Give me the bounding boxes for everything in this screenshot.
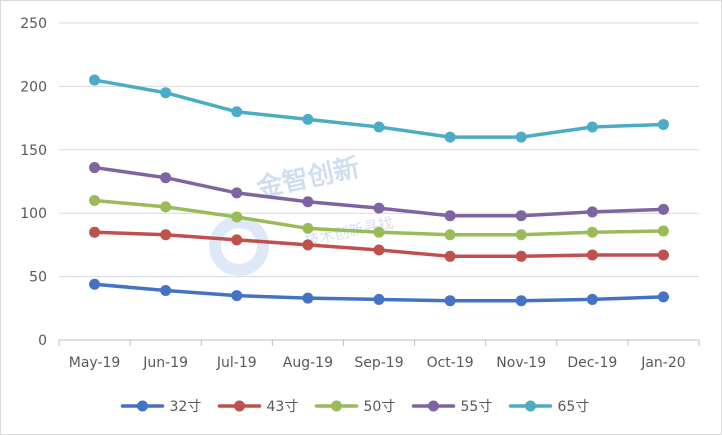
data-point — [302, 196, 314, 208]
data-point — [373, 202, 385, 214]
data-point — [231, 290, 243, 302]
data-point — [515, 131, 527, 143]
data-point — [160, 87, 172, 99]
legend-item: 32寸 — [120, 399, 202, 415]
axes: 0 50 100 150 200 250 May-19 Jun-19 Jul-19 Aug-19 S… — [20, 16, 700, 371]
data-point — [586, 206, 598, 218]
series-lines — [89, 74, 669, 307]
data-point — [231, 187, 243, 199]
x-tick-label: May-19 — [69, 355, 121, 371]
data-point — [657, 225, 669, 237]
data-point — [89, 162, 101, 174]
data-point — [444, 210, 456, 222]
data-point — [586, 226, 598, 238]
data-point — [160, 285, 172, 297]
legend: 32寸 43寸 50寸 55寸 65寸 — [120, 399, 590, 415]
x-tick-label: Nov-19 — [496, 355, 546, 371]
legend-label: 65寸 — [558, 399, 590, 415]
legend-item: 50寸 — [314, 399, 396, 415]
data-point — [373, 244, 385, 256]
data-point — [515, 210, 527, 222]
watermark-logo: 金智创新 技术创新寻找 — [209, 152, 395, 276]
data-point — [586, 293, 598, 305]
legend-item: 43寸 — [217, 399, 299, 415]
data-point — [657, 249, 669, 261]
data-point — [373, 226, 385, 238]
data-point — [89, 74, 101, 86]
data-point — [373, 293, 385, 305]
legend-item: 55寸 — [411, 399, 493, 415]
data-point — [444, 250, 456, 262]
data-point — [89, 195, 101, 207]
legend-swatch-marker — [525, 400, 536, 412]
data-point — [160, 201, 172, 213]
series-1 — [89, 226, 669, 262]
series-4 — [89, 74, 669, 143]
legend-swatch-marker — [234, 400, 245, 412]
legend-item: 65寸 — [508, 399, 590, 415]
data-point — [515, 229, 527, 241]
watermark-swirl-icon — [209, 216, 269, 276]
data-point — [160, 172, 172, 184]
data-point — [231, 106, 243, 118]
data-point — [302, 222, 314, 234]
data-point — [657, 203, 669, 215]
y-tick-label: 100 — [20, 206, 47, 222]
data-point — [302, 113, 314, 125]
y-tick-label: 150 — [20, 143, 47, 159]
data-point — [373, 121, 385, 133]
data-point — [231, 211, 243, 223]
legend-label: 43寸 — [267, 399, 299, 415]
data-point — [586, 121, 598, 133]
x-tick-label: Jan-20 — [640, 355, 685, 371]
x-tick-label: Oct-19 — [427, 355, 474, 371]
x-tick-label: Dec-19 — [567, 355, 617, 371]
data-point — [444, 295, 456, 307]
data-point — [302, 239, 314, 251]
y-tick-label: 0 — [38, 333, 47, 349]
series-3 — [89, 162, 669, 222]
data-point — [302, 292, 314, 304]
legend-swatch-marker — [331, 400, 342, 412]
x-tick-label: Jun-19 — [142, 355, 188, 371]
data-point — [89, 278, 101, 290]
data-point — [515, 250, 527, 262]
x-tick-label: Sep-19 — [354, 355, 403, 371]
y-tick-label: 50 — [29, 270, 47, 286]
data-point — [515, 295, 527, 307]
data-point — [231, 234, 243, 246]
watermark-swirl-inner — [221, 228, 257, 264]
legend-label: 50寸 — [364, 399, 396, 415]
y-tick-label: 250 — [20, 16, 47, 32]
y-tick-label: 200 — [20, 79, 47, 95]
legend-swatch-marker — [428, 400, 439, 412]
series-0 — [89, 278, 669, 307]
legend-label: 32寸 — [170, 399, 202, 415]
data-point — [444, 131, 456, 143]
data-point — [444, 229, 456, 241]
data-point — [586, 249, 598, 261]
legend-label: 55寸 — [461, 399, 493, 415]
x-tick-label: Jul-19 — [216, 355, 257, 371]
x-tick-label: Aug-19 — [283, 355, 333, 371]
data-point — [657, 291, 669, 303]
series-2 — [89, 195, 669, 241]
data-point — [160, 229, 172, 241]
legend-swatch-marker — [137, 400, 148, 412]
gridlines — [59, 22, 699, 278]
data-point — [657, 118, 669, 130]
data-point — [89, 226, 101, 238]
